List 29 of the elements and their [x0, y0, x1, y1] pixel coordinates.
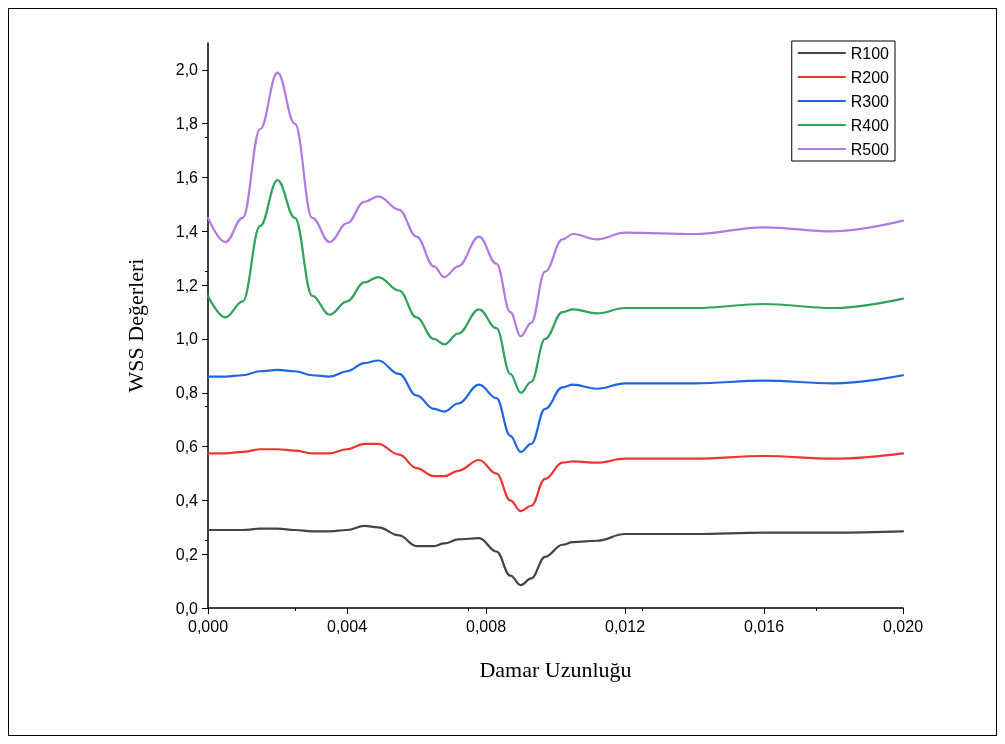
x-tick-label: 0,000	[187, 617, 229, 635]
y-tick-label: 0,4	[175, 491, 199, 509]
line-series	[206, 359, 905, 454]
legend-label: R200	[850, 68, 890, 86]
legend-label: R500	[850, 140, 890, 158]
y-tick-label: 1,2	[175, 276, 199, 294]
line-series	[206, 442, 905, 513]
legend-label: R300	[850, 92, 890, 110]
line-series	[206, 179, 905, 394]
legend-label: R400	[850, 116, 890, 134]
y-axis-title: WSS Değerleri	[122, 258, 148, 393]
y-tick-label: 1,8	[175, 115, 199, 133]
y-tick-label: 1,6	[175, 169, 199, 187]
y-tick-label: 0,0	[175, 599, 199, 617]
x-axis-title: Damar Uzunluğu	[479, 656, 632, 682]
y-tick-label: 0,8	[175, 384, 199, 402]
y-tick-label: 0,6	[175, 438, 199, 456]
y-tick-label: 2,0	[175, 61, 199, 79]
legend-label: R100	[850, 44, 890, 62]
x-tick-label: 0,012	[604, 617, 646, 635]
x-tick-label: 0,008	[465, 617, 507, 635]
x-tick-label: 0,016	[743, 617, 785, 635]
line-series	[206, 524, 905, 587]
y-tick-label: 0,2	[175, 545, 199, 563]
y-tick-label: 1,0	[175, 330, 199, 348]
line-series	[206, 71, 905, 338]
y-tick-label: 1,4	[175, 222, 199, 240]
x-tick-label: 0,004	[326, 617, 368, 635]
x-tick-label: 0,020	[882, 617, 924, 635]
